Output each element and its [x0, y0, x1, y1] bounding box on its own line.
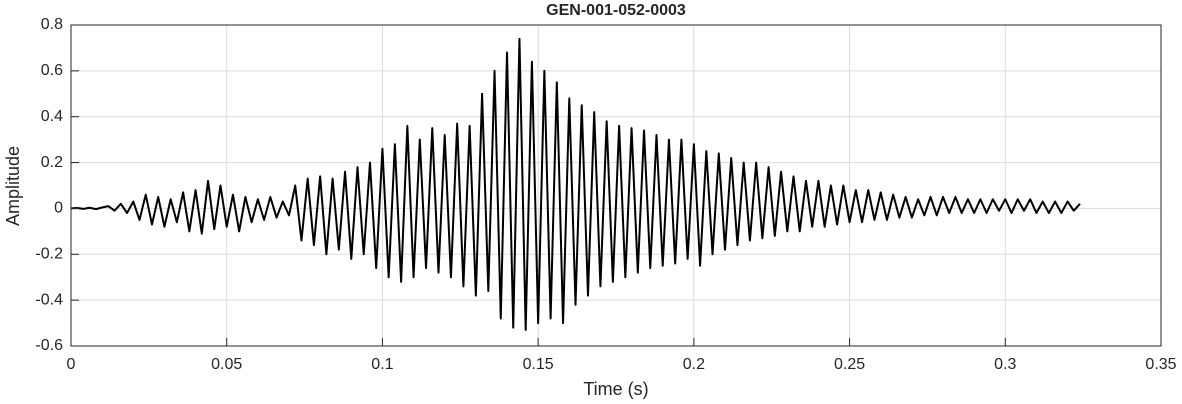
y-tick-label: 0: [54, 200, 63, 217]
x-tick-label: 0.15: [523, 356, 554, 373]
x-tick-label: 0.25: [834, 356, 865, 373]
y-tick-label: 0.4: [41, 108, 63, 125]
x-tick-label: 0.2: [683, 356, 705, 373]
plot: [70, 37, 1081, 331]
chart-title: GEN-001-052-0003: [546, 2, 686, 19]
y-tick-label: 0.2: [41, 154, 63, 171]
x-tick-label: 0.3: [994, 356, 1016, 373]
y-tick-label: -0.2: [35, 246, 63, 263]
y-tick-label: 0.6: [41, 62, 63, 79]
x-tick-label: 0.05: [211, 356, 242, 373]
y-tick-label: 0.8: [41, 16, 63, 33]
y-tick-label: -0.6: [35, 337, 63, 354]
axes-box: [70, 24, 1162, 347]
waveform-line: [70, 37, 1081, 331]
x-axis-label: Time (s): [583, 379, 648, 399]
x-tick-label: 0.35: [1145, 356, 1176, 373]
y-tick-label: -0.4: [35, 291, 63, 308]
x-tick-label: 0: [67, 356, 76, 373]
x-tick-label: 0.1: [371, 356, 393, 373]
y-axis-label: Amplitude: [3, 146, 23, 226]
